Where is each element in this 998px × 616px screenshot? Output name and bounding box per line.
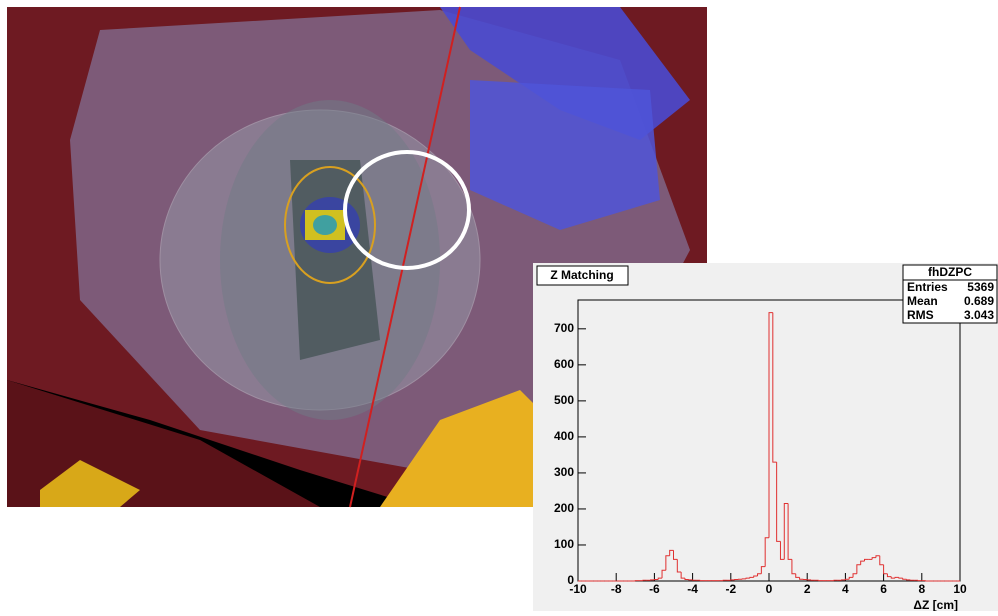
x-tick-label: -8 [611, 582, 622, 596]
x-tick-label: -6 [649, 582, 660, 596]
x-tick-label: 0 [766, 582, 773, 596]
y-tick-label: 600 [554, 357, 574, 371]
x-tick-label: 10 [953, 582, 967, 596]
stats-value: 0.689 [964, 294, 994, 308]
y-tick-label: 700 [554, 321, 574, 335]
y-tick-label: 100 [554, 537, 574, 551]
stats-value: 5369 [967, 280, 994, 294]
stats-label: Entries [907, 280, 948, 294]
x-axis-label: ΔZ [cm] [913, 598, 958, 611]
stats-value: 3.043 [964, 308, 994, 322]
x-tick-label: 8 [918, 582, 925, 596]
stats-label: Mean [907, 294, 938, 308]
x-tick-label: 2 [804, 582, 811, 596]
x-tick-label: 4 [842, 582, 849, 596]
x-tick-label: -2 [725, 582, 736, 596]
stats-title: fhDZPC [928, 265, 972, 279]
stats-label: RMS [907, 308, 934, 322]
y-tick-label: 500 [554, 393, 574, 407]
y-tick-label: 300 [554, 465, 574, 479]
chart-title: Z Matching [550, 268, 613, 282]
x-tick-label: -4 [687, 582, 698, 596]
x-tick-label: 6 [880, 582, 887, 596]
y-tick-label: 200 [554, 501, 574, 515]
x-tick-label: -10 [569, 582, 587, 596]
y-tick-label: 400 [554, 429, 574, 443]
